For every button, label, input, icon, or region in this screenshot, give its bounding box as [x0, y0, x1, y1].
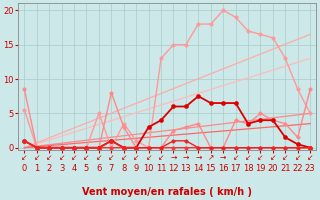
Text: ↙: ↙ [282, 153, 289, 162]
Text: →: → [170, 153, 177, 162]
X-axis label: Vent moyen/en rafales ( km/h ): Vent moyen/en rafales ( km/h ) [82, 187, 252, 197]
Text: ↙: ↙ [121, 153, 127, 162]
Text: ↙: ↙ [59, 153, 65, 162]
Text: ↙: ↙ [294, 153, 301, 162]
Text: →: → [183, 153, 189, 162]
Text: ↙: ↙ [96, 153, 102, 162]
Text: ↙: ↙ [257, 153, 264, 162]
Text: ↙: ↙ [46, 153, 52, 162]
Text: ↙: ↙ [71, 153, 77, 162]
Text: ↙: ↙ [307, 153, 313, 162]
Text: ↙: ↙ [145, 153, 152, 162]
Text: ↙: ↙ [270, 153, 276, 162]
Text: →: → [220, 153, 226, 162]
Text: ↙: ↙ [245, 153, 251, 162]
Text: ↗: ↗ [208, 153, 214, 162]
Text: ↙: ↙ [21, 153, 28, 162]
Text: ↙: ↙ [133, 153, 140, 162]
Text: ↙: ↙ [232, 153, 239, 162]
Text: ↙: ↙ [83, 153, 90, 162]
Text: ↙: ↙ [108, 153, 115, 162]
Text: →: → [195, 153, 202, 162]
Text: ↙: ↙ [34, 153, 40, 162]
Text: ↙: ↙ [158, 153, 164, 162]
